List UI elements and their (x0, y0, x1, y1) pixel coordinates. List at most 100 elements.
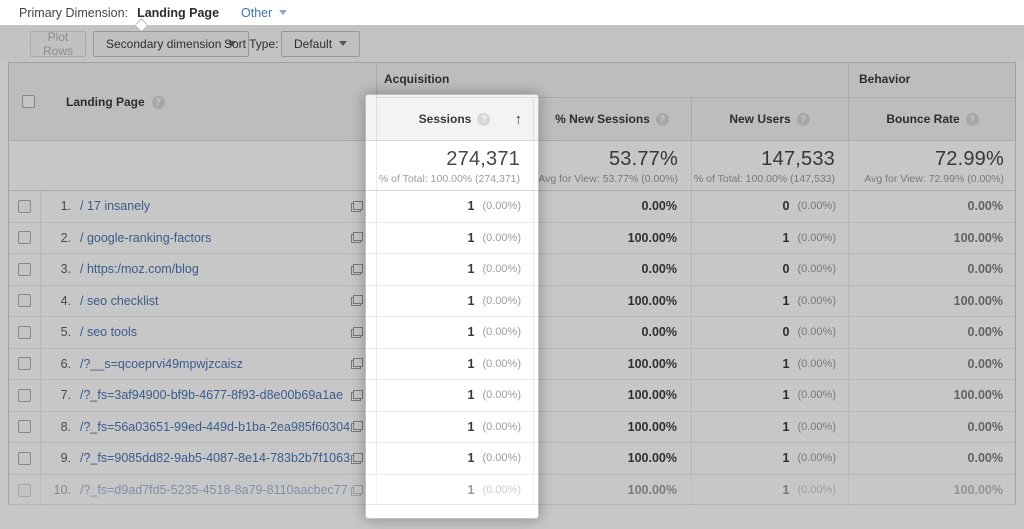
open-page-icon[interactable] (351, 358, 363, 370)
new-users-value: 1 (782, 293, 790, 308)
row-checkbox[interactable] (18, 231, 31, 245)
landing-page-report-table: Landing Page ? Acquisition Behavior Sess… (8, 62, 1017, 507)
new-users-column-header[interactable]: New Users ? (691, 97, 848, 141)
row-checkbox[interactable] (18, 199, 31, 213)
sort-type-label: Sort Type: (224, 36, 279, 51)
pct-new-sessions-column-header[interactable]: % New Sessions ? (533, 97, 691, 141)
totals-sessions: 274,371 % of Total: 100.00% (274,371) (376, 141, 533, 191)
pct-new-sessions-value: 100.00% (627, 230, 677, 245)
chevron-down-icon (279, 10, 288, 15)
landing-page-link[interactable]: /?_fs=9085dd82-9ab5-4087-8e14-783b2b7f10… (80, 451, 351, 466)
pct-new-sessions-value: 100.00% (627, 356, 677, 371)
new-users-value: 0 (782, 199, 790, 214)
sessions-value: 1 (467, 388, 475, 403)
pct-new-sessions-value: 100.00% (627, 419, 677, 434)
sessions-value: 1 (467, 293, 475, 308)
landing-page-column-header[interactable]: Landing Page (66, 95, 145, 109)
new-users-percent: (0.00%) (797, 200, 836, 213)
new-users-value: 1 (782, 451, 790, 466)
open-page-icon[interactable] (351, 389, 363, 401)
row-checkbox-cell (9, 348, 41, 379)
pct-new-sessions-value: 100.00% (627, 388, 677, 403)
new-users-value: 1 (782, 356, 790, 371)
help-icon[interactable]: ? (151, 95, 165, 109)
primary-dimension-bar: Primary Dimension: Landing Page Other (0, 0, 1024, 25)
sessions-column-header[interactable]: Sessions ? ↑ (376, 97, 533, 141)
new-users-percent: (0.00%) (797, 420, 836, 433)
open-page-icon[interactable] (351, 263, 363, 275)
bounce-rate-value: 0.00% (967, 262, 1003, 277)
row-checkbox[interactable] (18, 262, 31, 276)
open-page-icon[interactable] (351, 200, 363, 212)
table-row: 5. / seo tools 1 (0.00%) 0.00% 0 (0.00%)… (9, 317, 1015, 349)
plot-rows-button[interactable]: Plot Rows (30, 30, 86, 58)
row-number: 10. (53, 483, 71, 498)
other-dimension-link[interactable]: Other (241, 6, 288, 20)
row-checkbox[interactable] (18, 294, 31, 308)
bounce-rate-cell: 100.00% (848, 380, 1017, 411)
secondary-dimension-label: Secondary dimension (106, 36, 222, 51)
row-checkbox-cell (9, 411, 41, 442)
new-users-percent: (0.00%) (797, 231, 836, 244)
sessions-cell: 1 (0.00%) (376, 254, 533, 285)
bounce-rate-column-header[interactable]: Bounce Rate ? (848, 97, 1017, 141)
landing-page-link[interactable]: / 17 insanely (80, 199, 151, 214)
landing-page-link[interactable]: / https:/moz.com/blog (80, 262, 199, 277)
sessions-value: 1 (467, 483, 475, 498)
row-checkbox[interactable] (18, 388, 31, 402)
new-users-percent: (0.00%) (797, 452, 836, 465)
landing-page-link[interactable]: / seo tools (80, 325, 137, 340)
landing-page-cell: 10. /?_fs=d9ad7fd5-5235-4518-8a79-8110aa… (41, 475, 376, 507)
landing-page-cell: 6. /?__s=qcoeprvi49mpwjzcaisz (41, 349, 376, 380)
new-users-cell: 1 (0.00%) (691, 285, 848, 316)
bounce-rate-cell: 0.00% (848, 191, 1017, 222)
sessions-value: 1 (467, 451, 475, 466)
landing-page-link[interactable]: /?_fs=56a03651-99ed-449d-b1ba-2ea985f603… (80, 419, 351, 434)
open-page-icon[interactable] (351, 232, 363, 244)
select-all-checkbox[interactable] (22, 95, 35, 108)
sort-type-button[interactable]: Default (281, 30, 361, 57)
behavior-group-header: Behavior (859, 72, 911, 86)
pct-new-sessions-value: 100.00% (627, 293, 677, 308)
landing-page-link[interactable]: /?_fs=3af94900-bf9b-4677-8f93-d8e00b69a1… (80, 388, 344, 403)
new-users-value: 1 (782, 388, 790, 403)
open-page-icon[interactable] (351, 326, 363, 338)
totals-pct-new-sessions: 53.77% Avg for View: 53.77% (0.00%) (533, 141, 691, 191)
landing-page-cell: 7. /?_fs=3af94900-bf9b-4677-8f93-d8e00b6… (41, 380, 376, 411)
help-icon[interactable]: ? (965, 112, 979, 126)
pct-new-sessions-cell: 100.00% (533, 443, 691, 474)
sessions-percent: (0.00%) (482, 200, 521, 213)
landing-page-link[interactable]: / google-ranking-factors (80, 230, 212, 245)
row-checkbox[interactable] (18, 420, 31, 434)
landing-page-cell: 1. / 17 insanely (41, 191, 376, 222)
totals-row: 274,371 % of Total: 100.00% (274,371) 53… (9, 141, 1015, 191)
row-checkbox[interactable] (18, 451, 31, 465)
tab-landing-page[interactable]: Landing Page (137, 5, 220, 20)
help-icon[interactable]: ? (477, 112, 491, 126)
chevron-down-icon (339, 41, 348, 46)
row-checkbox[interactable] (18, 357, 31, 371)
landing-page-link[interactable]: / seo checklist (80, 293, 159, 308)
secondary-dimension-button[interactable]: Secondary dimension (93, 30, 250, 57)
sessions-percent: (0.00%) (482, 326, 521, 339)
sort-ascending-arrow-icon[interactable]: ↑ (514, 110, 523, 128)
sessions-percent: (0.00%) (482, 357, 521, 370)
landing-page-link[interactable]: /?__s=qcoeprvi49mpwjzcaisz (80, 356, 243, 371)
row-checkbox[interactable] (18, 325, 31, 339)
sort-type-value: Default (294, 36, 333, 51)
dim-overlay-bottom (0, 518, 1024, 529)
row-number: 8. (60, 419, 71, 434)
column-divider (376, 63, 377, 141)
sessions-total-value: 274,371 (446, 148, 520, 170)
row-checkbox[interactable] (18, 483, 31, 497)
open-page-icon[interactable] (351, 421, 363, 433)
row-number: 7. (60, 388, 71, 403)
open-page-icon[interactable] (351, 295, 363, 307)
landing-page-link[interactable]: /?_fs=d9ad7fd5-5235-4518-8a79-8110aacbec… (80, 483, 348, 498)
new-users-total-sub: % of Total: 100.00% (147,533) (693, 173, 835, 185)
bounce-rate-value: 100.00% (953, 230, 1003, 245)
open-page-icon[interactable] (351, 484, 363, 496)
open-page-icon[interactable] (351, 452, 363, 464)
help-icon[interactable]: ? (655, 112, 669, 126)
help-icon[interactable]: ? (796, 112, 810, 126)
